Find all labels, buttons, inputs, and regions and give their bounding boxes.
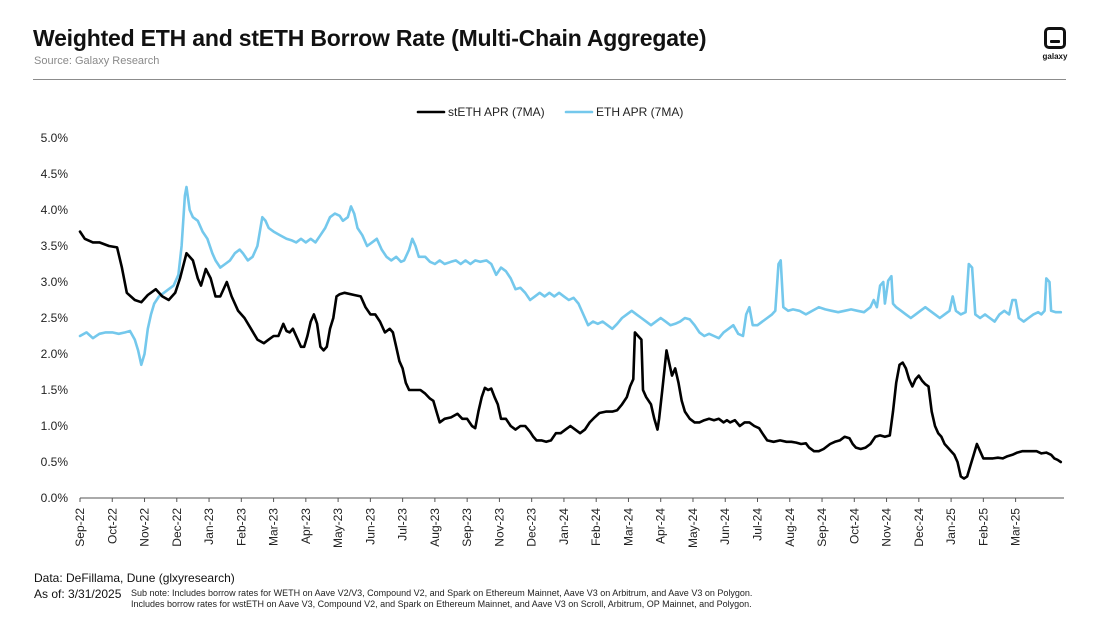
galaxy-logo-icon <box>1044 27 1066 49</box>
y-tick-label: 1.5% <box>41 383 69 397</box>
x-tick-label: May-24 <box>686 508 700 548</box>
x-tick-label: Jan-24 <box>557 508 571 545</box>
sub-note: Sub note: Includes borrow rates for WETH… <box>131 588 1031 610</box>
x-tick-label: Sep-24 <box>815 508 829 547</box>
series-line-steth-apr-7ma <box>78 230 1063 480</box>
y-tick-label: 3.0% <box>41 275 69 289</box>
as-of-date: As of: 3/31/2025 <box>34 587 122 601</box>
x-tick-label: Dec-24 <box>912 508 926 547</box>
x-tick-label: Nov-22 <box>138 508 152 547</box>
x-axis: Sep-22 Oct-22 Nov-22 Dec-22 Jan-23 Feb-23 Mar-… <box>73 497 1064 548</box>
x-tick-label: Nov-23 <box>492 508 506 547</box>
x-tick-label: Mar-23 <box>267 508 281 546</box>
chart-legend: stETH APR (7MA) ETH APR (7MA) <box>416 105 683 119</box>
x-tick-label: Mar-24 <box>621 508 635 546</box>
x-tick-label: May-23 <box>331 508 345 548</box>
y-tick-label: 4.0% <box>41 203 69 217</box>
chart-source: Source: Galaxy Research <box>34 55 160 67</box>
y-axis: 0.0% 0.5% 1.0% 1.5% 2.0% 2.5% 3.0% 3.5% 4.0% 4.5%… <box>41 131 69 505</box>
galaxy-logo-text: galaxy <box>1042 52 1068 61</box>
y-tick-label: 2.5% <box>41 311 69 325</box>
x-tick-label: Nov-24 <box>880 508 894 547</box>
data-source: Data: DeFillama, Dune (glxyresearch) <box>34 571 235 585</box>
x-tick-label: Feb-24 <box>589 508 603 546</box>
x-tick-label: Jan-23 <box>202 508 216 545</box>
x-tick-label: Dec-22 <box>170 508 184 547</box>
x-tick-label: Dec-23 <box>525 508 539 547</box>
sub-note-line-2: Includes borrow rates for wstETH on Aave… <box>131 599 752 609</box>
x-tick-label: Feb-25 <box>976 508 990 546</box>
y-tick-label: 4.5% <box>41 167 69 181</box>
legend-label-steth-apr-7ma: stETH APR (7MA) <box>448 105 545 119</box>
x-tick-label: Aug-24 <box>783 508 797 547</box>
legend-label-eth-apr-7ma: ETH APR (7MA) <box>596 105 683 119</box>
x-tick-label: Apr-23 <box>299 508 313 544</box>
y-tick-label: 0.0% <box>41 491 69 505</box>
x-tick-label: Oct-22 <box>105 508 119 544</box>
sub-note-line-1: Sub note: Includes borrow rates for WETH… <box>131 588 753 598</box>
x-tick-label: Sep-23 <box>460 508 474 547</box>
x-tick-label: Feb-23 <box>234 508 248 546</box>
galaxy-logo: galaxy <box>1038 27 1072 61</box>
x-tick-label: Jun-23 <box>363 508 377 545</box>
x-tick-label: Apr-24 <box>654 508 668 544</box>
header-divider <box>33 79 1066 80</box>
x-tick-label: Sep-22 <box>73 508 87 547</box>
x-tick-label: Aug-23 <box>428 508 442 547</box>
chart-title: Weighted ETH and stETH Borrow Rate (Mult… <box>33 25 707 51</box>
x-tick-label: Jan-25 <box>944 508 958 545</box>
x-tick-label: Jul-24 <box>751 508 765 541</box>
x-tick-label: Oct-24 <box>847 508 861 544</box>
x-tick-label: Jun-24 <box>718 508 732 545</box>
y-tick-label: 0.5% <box>41 455 69 469</box>
series-line-eth-apr-7ma <box>78 185 1063 367</box>
x-tick-label: Mar-25 <box>1009 508 1023 546</box>
y-tick-label: 3.5% <box>41 239 69 253</box>
y-tick-label: 1.0% <box>41 419 69 433</box>
series-group <box>78 185 1063 480</box>
y-tick-label: 5.0% <box>41 131 69 145</box>
x-tick-label: Jul-23 <box>396 508 410 541</box>
y-tick-label: 2.0% <box>41 347 69 361</box>
